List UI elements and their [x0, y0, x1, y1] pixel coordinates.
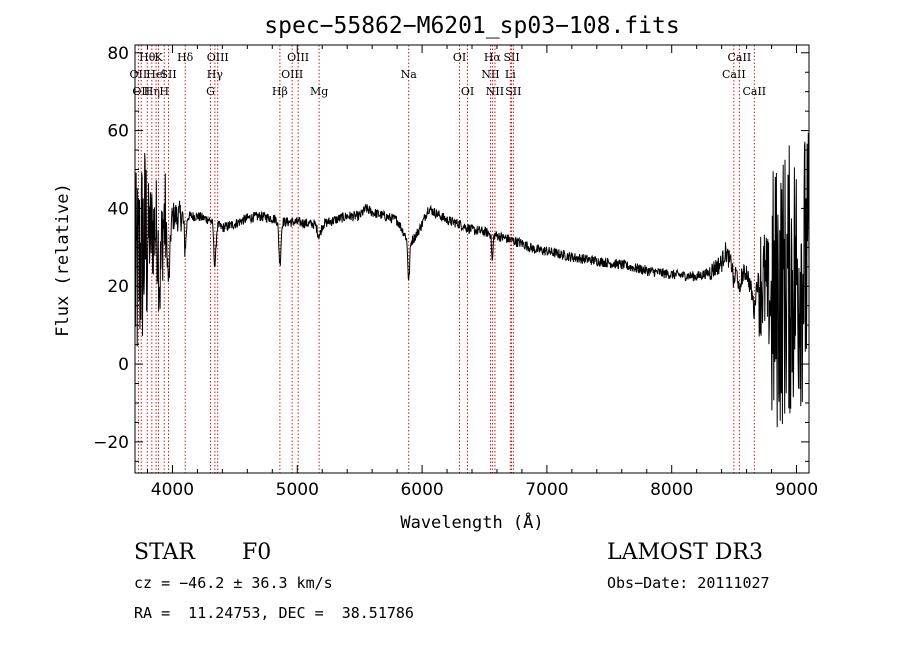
object-subclass: F0	[242, 540, 272, 565]
spectrum-line	[135, 132, 809, 428]
plot-frame	[134, 44, 810, 474]
spectral-line-label: H	[159, 85, 169, 98]
spectral-line-label: OIII	[281, 68, 303, 81]
y-tick-label: 20	[107, 277, 129, 297]
spectral-line-markers: OIIOIIHθHηHelKHSIIHδGHγOIIIHβOIIIOIIIMgN…	[130, 45, 766, 473]
spectral-line-label: Hδ	[177, 51, 194, 64]
spectral-line-label: Na	[401, 68, 418, 81]
spectral-line-label: OI	[461, 85, 474, 98]
spectral-line-label: K	[154, 51, 163, 64]
x-axis-ticks: 4000 5000 6000 7000 8000 9000	[146, 45, 818, 500]
spectral-line-label: Hγ	[207, 68, 224, 81]
spectral-line-label: NII	[486, 85, 504, 98]
x-tick-label: 7000	[525, 480, 568, 500]
spectral-line-label: CaII	[742, 85, 766, 98]
spectral-line-label: SII	[160, 68, 176, 81]
y-tick-label: 40	[107, 199, 129, 219]
spectral-line-label: OIII	[207, 51, 229, 64]
y-tick-label: −20	[93, 433, 129, 453]
ra-dec-coordinates: RA = 11.24753, DEC = 38.51786	[134, 604, 414, 622]
x-tick-label: 9000	[775, 480, 818, 500]
spectral-line-label: SII	[505, 85, 521, 98]
spectral-line-label: NII	[481, 68, 499, 81]
spectral-line-label: OI	[453, 51, 466, 64]
y-axis-ticks: −20 0 20 40 60 80	[93, 44, 809, 462]
x-tick-label: 6000	[400, 480, 443, 500]
y-tick-label: 60	[107, 122, 129, 142]
spectral-line-label: Hel	[146, 68, 166, 81]
redshift-velocity: cz = −46.2 ± 36.3 km/s	[134, 574, 333, 592]
y-tick-label: 80	[107, 44, 129, 64]
x-tick-label: 8000	[650, 480, 693, 500]
x-tick-label: 5000	[276, 480, 319, 500]
y-tick-label: 0	[118, 355, 129, 375]
spectral-line-label: SII	[503, 51, 519, 64]
chart-title: spec−55862−M6201_sp03−108.fits	[264, 13, 679, 39]
observation-date: Obs−Date: 20111027	[607, 574, 770, 592]
object-class: STAR	[134, 540, 195, 565]
spectral-line-label: OII	[130, 68, 148, 81]
spectral-line-label: CaII	[722, 68, 746, 81]
spectral-line-label: Li	[505, 68, 516, 81]
spectral-line-label: Hη	[144, 85, 160, 98]
spectral-line-label: Hθ	[139, 51, 156, 64]
spectral-line-label: OII	[132, 85, 150, 98]
spectrum-plot-area	[135, 132, 809, 428]
spectral-line-label: Hβ	[272, 85, 288, 98]
spectral-line-label: CaII	[728, 51, 752, 64]
spectral-line-label: Hα	[484, 51, 502, 64]
spectral-line-label: Mg	[310, 85, 328, 98]
y-axis-label: Flux (relative)	[53, 183, 73, 337]
x-tick-label: 4000	[151, 480, 194, 500]
spectral-line-label: OIII	[287, 51, 309, 64]
spectral-line-label: G	[206, 85, 215, 98]
survey-name: LAMOST DR3	[607, 540, 763, 565]
x-axis-label: Wavelength (Å)	[400, 511, 543, 533]
